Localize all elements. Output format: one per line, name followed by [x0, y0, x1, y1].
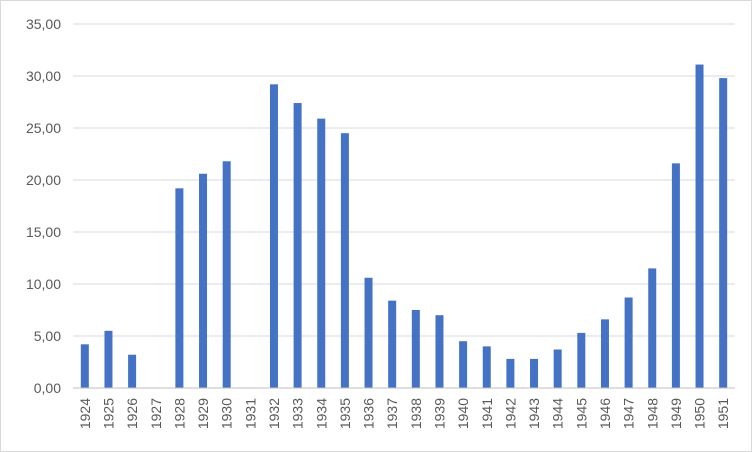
bar-1951	[719, 78, 728, 388]
bar-1948	[648, 268, 657, 388]
bar-1946	[600, 319, 609, 388]
x-tick-label: 1936	[361, 398, 377, 429]
bar-1924	[80, 344, 89, 388]
bar-1934	[317, 118, 326, 388]
x-tick-label: 1943	[526, 398, 542, 429]
x-tick-label: 1948	[644, 398, 660, 429]
bar-1949	[671, 163, 680, 388]
bar-1936	[364, 277, 373, 388]
x-tick-label: 1950	[692, 398, 708, 429]
x-tick-label: 1941	[479, 398, 495, 429]
x-tick-label: 1951	[715, 398, 731, 429]
x-tick-label: 1927	[148, 398, 164, 429]
x-tick-label: 1947	[621, 398, 637, 429]
y-axis-tick-labels: 0,00 5,00 10,00 15,00 20,00 25,00 30,00 35,00	[26, 16, 61, 396]
x-tick-label: 1945	[573, 398, 589, 429]
x-tick-label: 1930	[219, 398, 235, 429]
y-tick-label: 35,00	[26, 16, 61, 32]
x-tick-label: 1924	[77, 398, 93, 429]
x-tick-label: 1940	[455, 398, 471, 429]
bar-1929	[199, 173, 208, 388]
bars	[80, 64, 728, 388]
x-tick-label: 1926	[124, 398, 140, 429]
bar-1942	[506, 358, 515, 388]
x-tick-label: 1944	[550, 398, 566, 429]
bar-1930	[222, 161, 231, 388]
x-tick-label: 1949	[668, 398, 684, 429]
bar-1937	[388, 300, 397, 388]
bar-1941	[482, 346, 491, 388]
bar-1940	[459, 341, 468, 388]
bar-1943	[530, 358, 539, 388]
x-tick-label: 1928	[171, 398, 187, 429]
y-tick-label: 30,00	[26, 68, 61, 84]
bar-1945	[577, 332, 586, 388]
bar-1926	[128, 354, 137, 388]
x-tick-label: 1938	[408, 398, 424, 429]
y-tick-label: 5,00	[34, 328, 61, 344]
bar-1932	[269, 84, 278, 388]
bar-1933	[293, 103, 302, 388]
y-tick-label: 20,00	[26, 172, 61, 188]
y-tick-label: 25,00	[26, 120, 61, 136]
x-tick-label: 1937	[384, 398, 400, 429]
y-tick-label: 10,00	[26, 276, 61, 292]
x-tick-label: 1946	[597, 398, 613, 429]
bar-1939	[435, 315, 444, 388]
x-tick-label: 1934	[313, 398, 329, 429]
x-tick-label: 1929	[195, 398, 211, 429]
x-axis-tick-labels: 1924 1925 1926 1927 1928 1929 1930 1931 1932 1933…	[77, 398, 731, 429]
bar-1925	[104, 330, 113, 388]
bar-1938	[411, 310, 420, 388]
x-tick-label: 1925	[100, 398, 116, 429]
x-tick-label: 1932	[266, 398, 282, 429]
x-tick-label: 1935	[337, 398, 353, 429]
y-tick-label: 0,00	[34, 380, 61, 396]
bar-1944	[553, 349, 562, 388]
gridlines	[73, 23, 735, 337]
bar-1935	[340, 133, 349, 388]
y-tick-label: 15,00	[26, 224, 61, 240]
x-tick-label: 1931	[242, 398, 258, 429]
bar-1947	[624, 297, 633, 388]
x-tick-label: 1942	[502, 398, 518, 429]
x-tick-label: 1933	[290, 398, 306, 429]
bar-1950	[695, 64, 704, 388]
bar-1928	[175, 188, 184, 388]
x-tick-label: 1939	[431, 398, 447, 429]
